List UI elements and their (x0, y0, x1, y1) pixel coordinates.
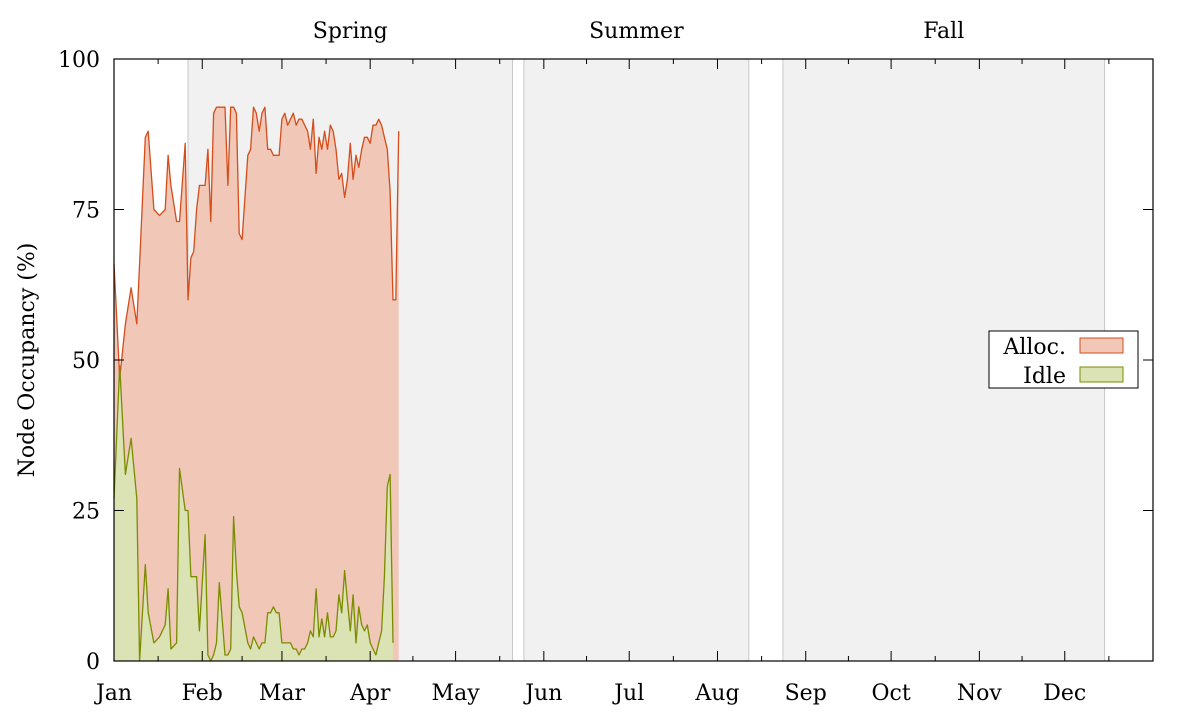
axis-ticks (113, 58, 1153, 662)
season-label-spring: Spring (313, 19, 388, 44)
season-label-summer: Summer (589, 19, 684, 44)
series-line-alloc (113, 106, 400, 379)
legend-label-idle: Idle (1023, 364, 1066, 389)
x-tick-label: Feb (182, 681, 223, 706)
y-tick-label: 75 (72, 199, 100, 224)
x-tick-label: May (432, 681, 481, 706)
season-label-fall: Fall (923, 19, 964, 44)
x-tick-label: Jan (94, 681, 132, 706)
y-axis-title: Node Occupancy (%) (15, 243, 40, 478)
x-tick-label: Aug (694, 681, 739, 706)
x-tick-label: Dec (1043, 681, 1086, 706)
x-tick-label: Nov (957, 681, 1002, 706)
series-area-alloc (114, 107, 399, 661)
x-tick-label: Sep (785, 681, 827, 706)
series-areas (113, 106, 400, 662)
x-tick-label: Mar (259, 681, 306, 706)
legend-swatch-idle (1079, 366, 1124, 383)
x-tick-label: Jun (523, 681, 562, 706)
season-band-summer (523, 58, 750, 662)
y-tick-label: 50 (72, 349, 100, 374)
y-tick-label: 25 (72, 500, 100, 525)
x-tick-label: Jul (612, 681, 644, 706)
legend-label-alloc: Alloc. (1002, 335, 1066, 360)
axis-labels: Spring Summer Fall 0 25 50 75 100 Jan Feb Mar Apr Ma… (58, 19, 1086, 706)
y-tick-label: 100 (58, 48, 100, 73)
series-area-idle (114, 366, 393, 661)
x-tick-label: Apr (349, 681, 391, 706)
legend-swatch-alloc (1079, 337, 1124, 354)
series-line-idle (113, 365, 394, 662)
x-tick-label: Oct (872, 681, 911, 706)
y-tick-label: 0 (86, 650, 100, 675)
legend: Alloc. Idle (988, 330, 1139, 389)
